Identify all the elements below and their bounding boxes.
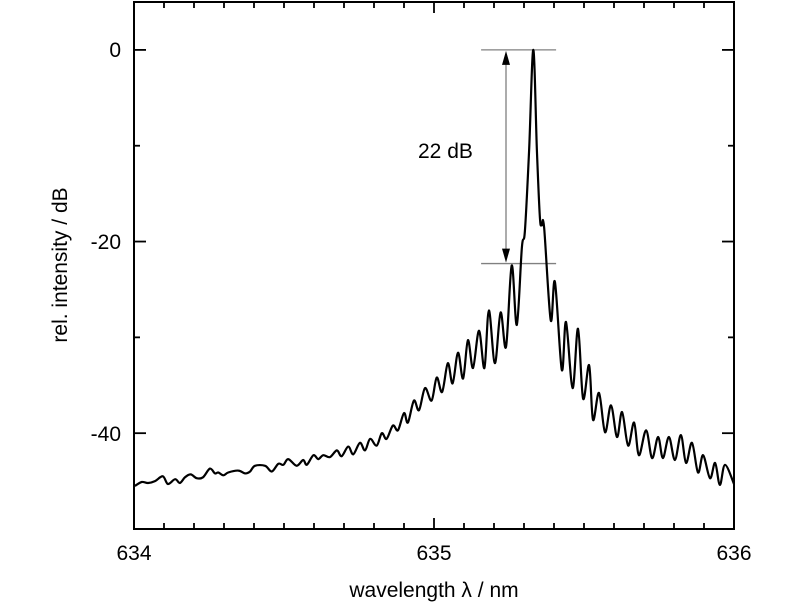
axis-ticks	[133, 2, 735, 530]
x-tick-label: 634	[116, 542, 151, 565]
plot-frame	[133, 1, 735, 530]
y-axis-title: rel. intensity / dB	[49, 187, 72, 342]
spectrum-line	[134, 48, 736, 487]
y-tick-label: -20	[91, 231, 121, 254]
arrow-head-up-icon	[502, 50, 510, 65]
y-tick-label: -40	[91, 423, 121, 446]
x-tick-label: 636	[716, 542, 751, 565]
arrow-head-down-icon	[502, 248, 510, 263]
annotation-label: 22 dB	[418, 140, 473, 163]
x-axis-title: wavelength λ / nm	[348, 579, 518, 602]
annotation-22db: 22 dB	[418, 49, 557, 265]
x-tick-label: 635	[416, 542, 451, 565]
y-tick-label: 0	[109, 39, 121, 62]
